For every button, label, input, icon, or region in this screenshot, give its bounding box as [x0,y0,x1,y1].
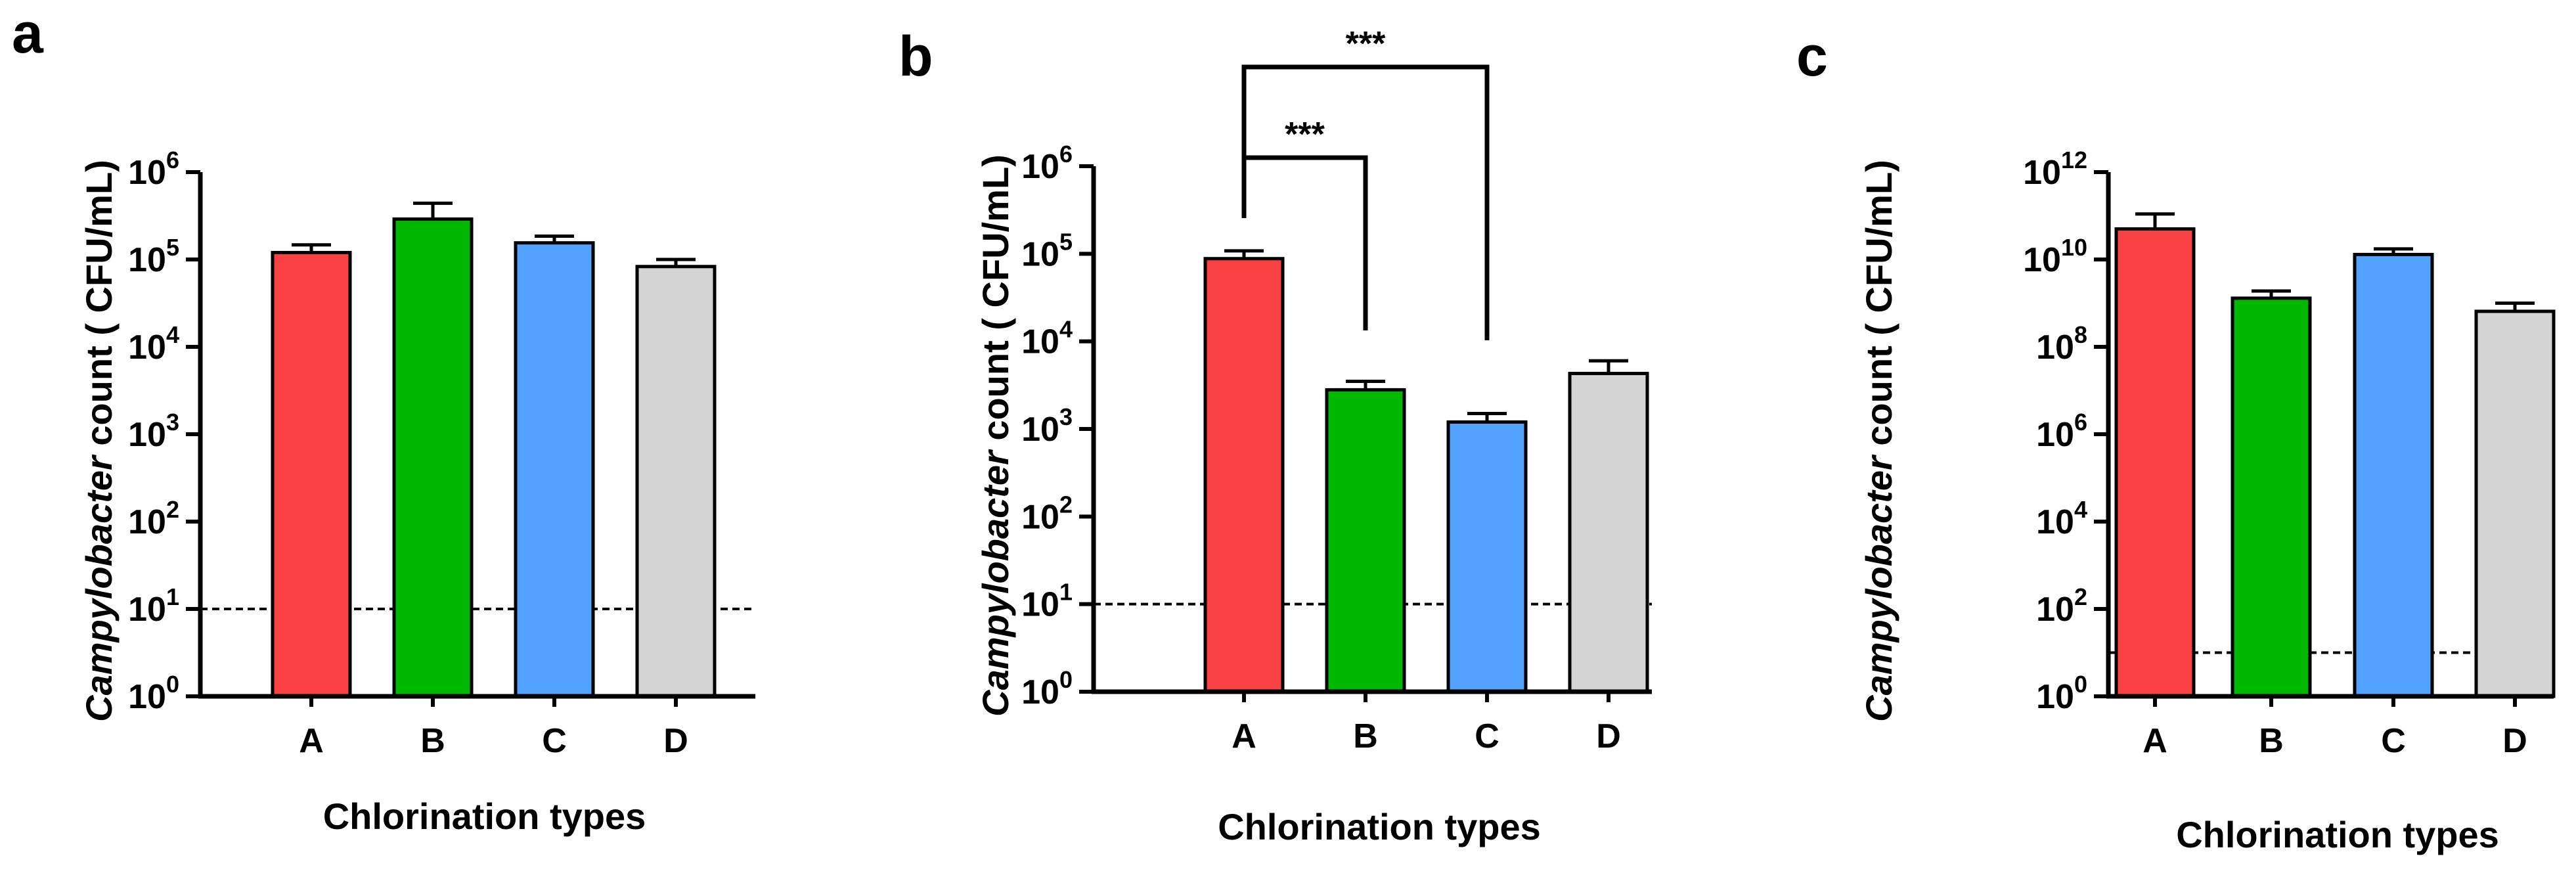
x-axis-title: Chlorination types [1218,806,1541,847]
x-tick-label-C: C [2381,722,2406,760]
y-tick-label: 104 [128,321,179,367]
x-tick-label-A: A [2143,722,2167,760]
x-tick-label-C: C [1475,717,1499,755]
panel-label-a: a [12,2,44,65]
x-axis-title: Chlorination types [323,796,646,837]
x-tick-label-A: A [1232,717,1256,755]
y-tick-label: 103 [128,409,179,454]
bar-A [271,250,352,698]
y-tick-label: 100 [2036,671,2087,716]
x-tick-label-D: D [2502,722,2527,760]
y-tick-label: 102 [1021,491,1073,536]
x-tick-label-A: A [299,722,324,760]
bar-B [2231,296,2312,698]
y-tick-label: 102 [2036,583,2087,629]
bar-D [635,265,717,698]
y-tick-label: 1010 [2023,234,2087,279]
y-tick-label: 102 [128,496,179,541]
y-axis-title: Campylobacter count ( CFU/mL) [78,160,120,722]
x-axis-title: Chlorination types [2176,814,2499,855]
bar-D [1568,372,1649,694]
y-tick-label: 106 [2036,409,2087,454]
x-tick-label-D: D [1596,717,1621,755]
y-tick-label: 106 [128,146,179,192]
x-tick-label-D: D [663,722,688,760]
y-axis-title-italic: Campylobacter [975,449,1016,717]
y-tick-label: 105 [1021,228,1073,273]
y-tick-label: 100 [128,671,179,716]
y-axis-title: Campylobacter count ( CFU/mL) [1858,160,1899,722]
significance-bracket-A-C [1241,64,1490,340]
y-axis-title-rest: count ( CFU/mL) [78,160,120,456]
y-axis-title-italic: Campylobacter [78,454,120,722]
bar-A [1203,257,1285,694]
y-tick-label: 105 [128,234,179,279]
panel-label-c: c [1796,25,1828,88]
y-axis-title-rest: count ( CFU/mL) [975,154,1016,451]
y-tick-label: 104 [1021,316,1073,361]
y-axis-title-rest: count ( CFU/mL) [1858,160,1899,456]
bar-B [392,217,474,698]
y-tick-label: 101 [128,583,179,629]
y-tick-label: 106 [1021,141,1073,186]
bar-A [2114,227,2196,698]
panel-label-b: b [899,25,933,88]
chart-panel-c: A B C D 100 102 104 106 108 1010 1012 Campylobacter… [1858,146,2556,855]
x-tick-label-C: C [542,722,567,760]
bar-B [1325,388,1406,694]
y-tick-label: 108 [2036,321,2087,367]
y-tick-label: 104 [2036,496,2087,541]
x-tick-label-B: B [420,722,445,760]
bar-C [2353,252,2434,698]
x-tick-label-B: B [2259,722,2284,760]
y-tick-label: 103 [1021,403,1073,449]
x-tick-label-B: B [1353,717,1378,755]
bar-C [514,241,595,698]
y-tick-label: 100 [1021,666,1073,711]
y-tick-label: 101 [1021,579,1073,624]
y-tick-label: 1012 [2023,146,2087,192]
bar-C [1446,420,1528,694]
significance-label-A-B: *** [1285,116,1325,154]
significance-label-A-C: *** [1346,25,1386,63]
y-axis-title: Campylobacter count ( CFU/mL) [975,154,1016,717]
bar-D [2474,309,2556,698]
y-axis-title-italic: Campylobacter [1858,454,1899,722]
